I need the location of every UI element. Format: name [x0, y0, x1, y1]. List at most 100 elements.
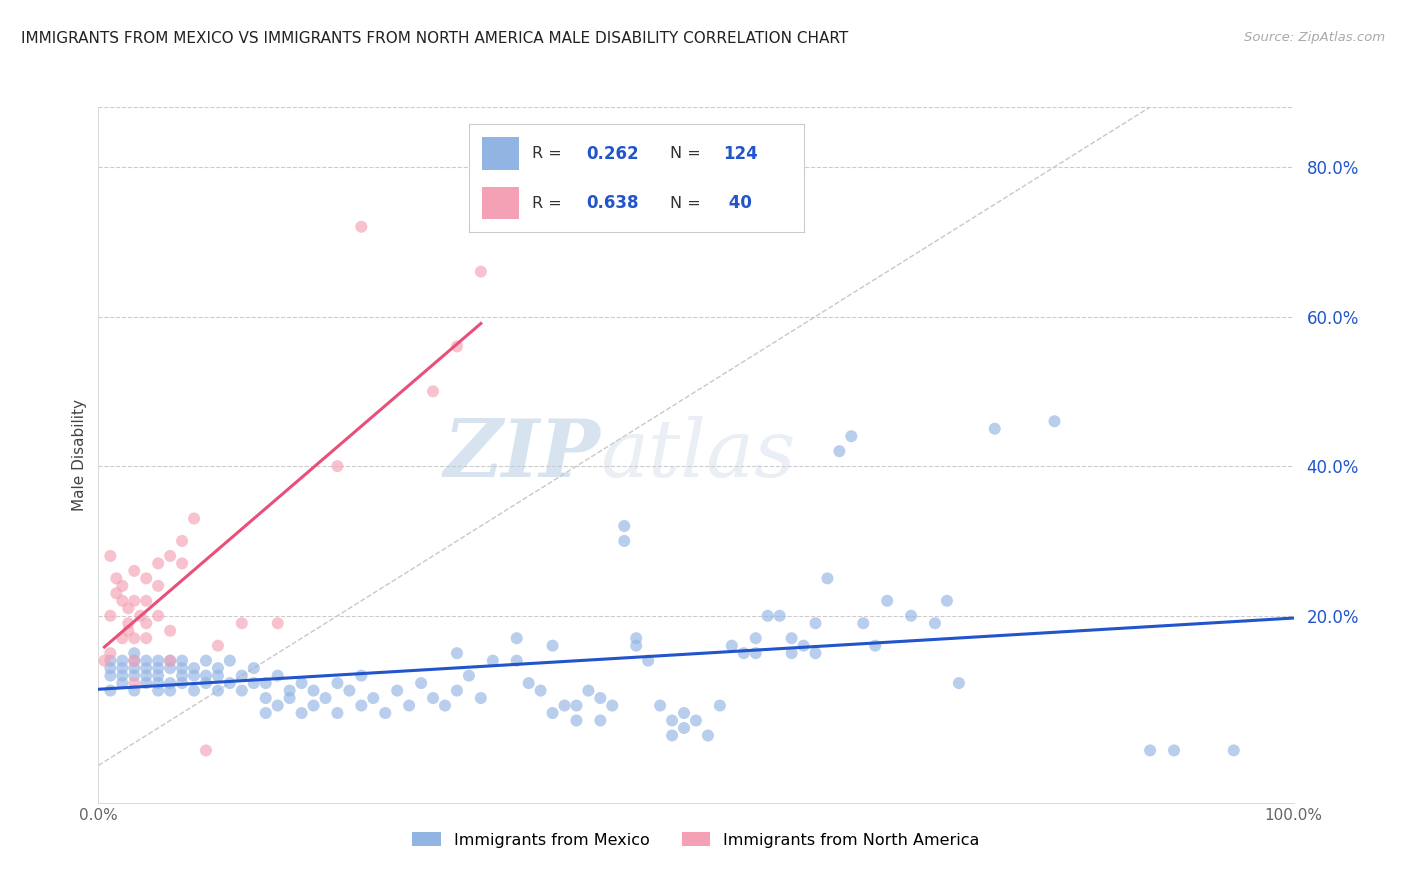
Point	[948, 676, 970, 690]
Point	[105, 571, 128, 585]
Point	[195, 743, 218, 757]
Point	[93, 654, 115, 668]
Point	[589, 714, 612, 728]
Point	[793, 639, 815, 653]
Point	[1223, 743, 1246, 757]
Point	[481, 654, 505, 668]
Point	[111, 676, 134, 690]
Point	[804, 646, 827, 660]
Point	[159, 676, 181, 690]
Point	[98, 549, 122, 563]
Point	[648, 698, 672, 713]
Text: atlas: atlas	[600, 417, 796, 493]
Point	[458, 668, 481, 682]
Point	[135, 571, 157, 585]
Point	[231, 668, 253, 682]
Point	[422, 384, 444, 399]
Point	[195, 676, 218, 690]
Point	[554, 698, 576, 713]
Point	[745, 646, 768, 660]
Point	[350, 668, 373, 682]
Point	[124, 668, 146, 682]
Point	[183, 511, 205, 525]
Point	[148, 608, 170, 623]
Point	[148, 683, 170, 698]
Point	[124, 631, 146, 645]
Point	[148, 668, 170, 682]
Point	[470, 265, 492, 279]
Point	[172, 676, 194, 690]
Point	[231, 616, 253, 631]
Point	[105, 586, 128, 600]
Point	[1139, 743, 1161, 757]
Point	[117, 624, 139, 638]
Point	[135, 676, 157, 690]
Point	[565, 698, 588, 713]
Point	[267, 616, 290, 631]
Point	[111, 661, 134, 675]
Point	[326, 706, 349, 720]
Point	[278, 683, 301, 698]
Point	[243, 661, 266, 675]
Point	[852, 616, 875, 631]
Point	[124, 654, 146, 668]
Point	[207, 683, 229, 698]
Text: Source: ZipAtlas.com: Source: ZipAtlas.com	[1244, 31, 1385, 45]
Point	[506, 631, 529, 645]
Point	[302, 698, 325, 713]
Point	[637, 654, 659, 668]
Point	[350, 698, 373, 713]
Point	[159, 683, 181, 698]
Point	[339, 683, 361, 698]
Point	[589, 691, 612, 706]
Point	[124, 646, 146, 660]
Point	[219, 654, 242, 668]
Point	[626, 631, 648, 645]
Point	[936, 594, 959, 608]
Point	[183, 683, 205, 698]
Point	[254, 706, 277, 720]
Point	[159, 549, 181, 563]
Point	[900, 608, 922, 623]
Point	[243, 676, 266, 690]
Point	[159, 654, 181, 668]
Point	[876, 594, 898, 608]
Point	[541, 706, 564, 720]
Point	[434, 698, 457, 713]
Point	[124, 683, 146, 698]
Point	[804, 616, 827, 631]
Point	[350, 219, 373, 234]
Point	[673, 721, 696, 735]
Point	[924, 616, 946, 631]
Point	[828, 444, 851, 458]
Point	[159, 661, 181, 675]
Point	[148, 661, 170, 675]
Point	[172, 668, 194, 682]
Point	[111, 594, 134, 608]
Point	[865, 639, 887, 653]
Point	[195, 668, 218, 682]
Point	[148, 654, 170, 668]
Point	[172, 654, 194, 668]
Point	[697, 729, 720, 743]
Point	[422, 691, 444, 706]
Point	[98, 683, 122, 698]
Point	[530, 683, 553, 698]
Text: IMMIGRANTS FROM MEXICO VS IMMIGRANTS FROM NORTH AMERICA MALE DISABILITY CORRELAT: IMMIGRANTS FROM MEXICO VS IMMIGRANTS FRO…	[21, 31, 848, 46]
Point	[135, 668, 157, 682]
Point	[231, 683, 253, 698]
Point	[326, 676, 349, 690]
Point	[135, 654, 157, 668]
Point	[374, 706, 396, 720]
Point	[98, 646, 122, 660]
Point	[565, 714, 588, 728]
Point	[278, 691, 301, 706]
Point	[602, 698, 624, 713]
Point	[117, 601, 139, 615]
Point	[172, 661, 194, 675]
Point	[219, 676, 242, 690]
Point	[148, 557, 170, 571]
Point	[172, 533, 194, 548]
Point	[159, 624, 181, 638]
Point	[135, 616, 157, 631]
